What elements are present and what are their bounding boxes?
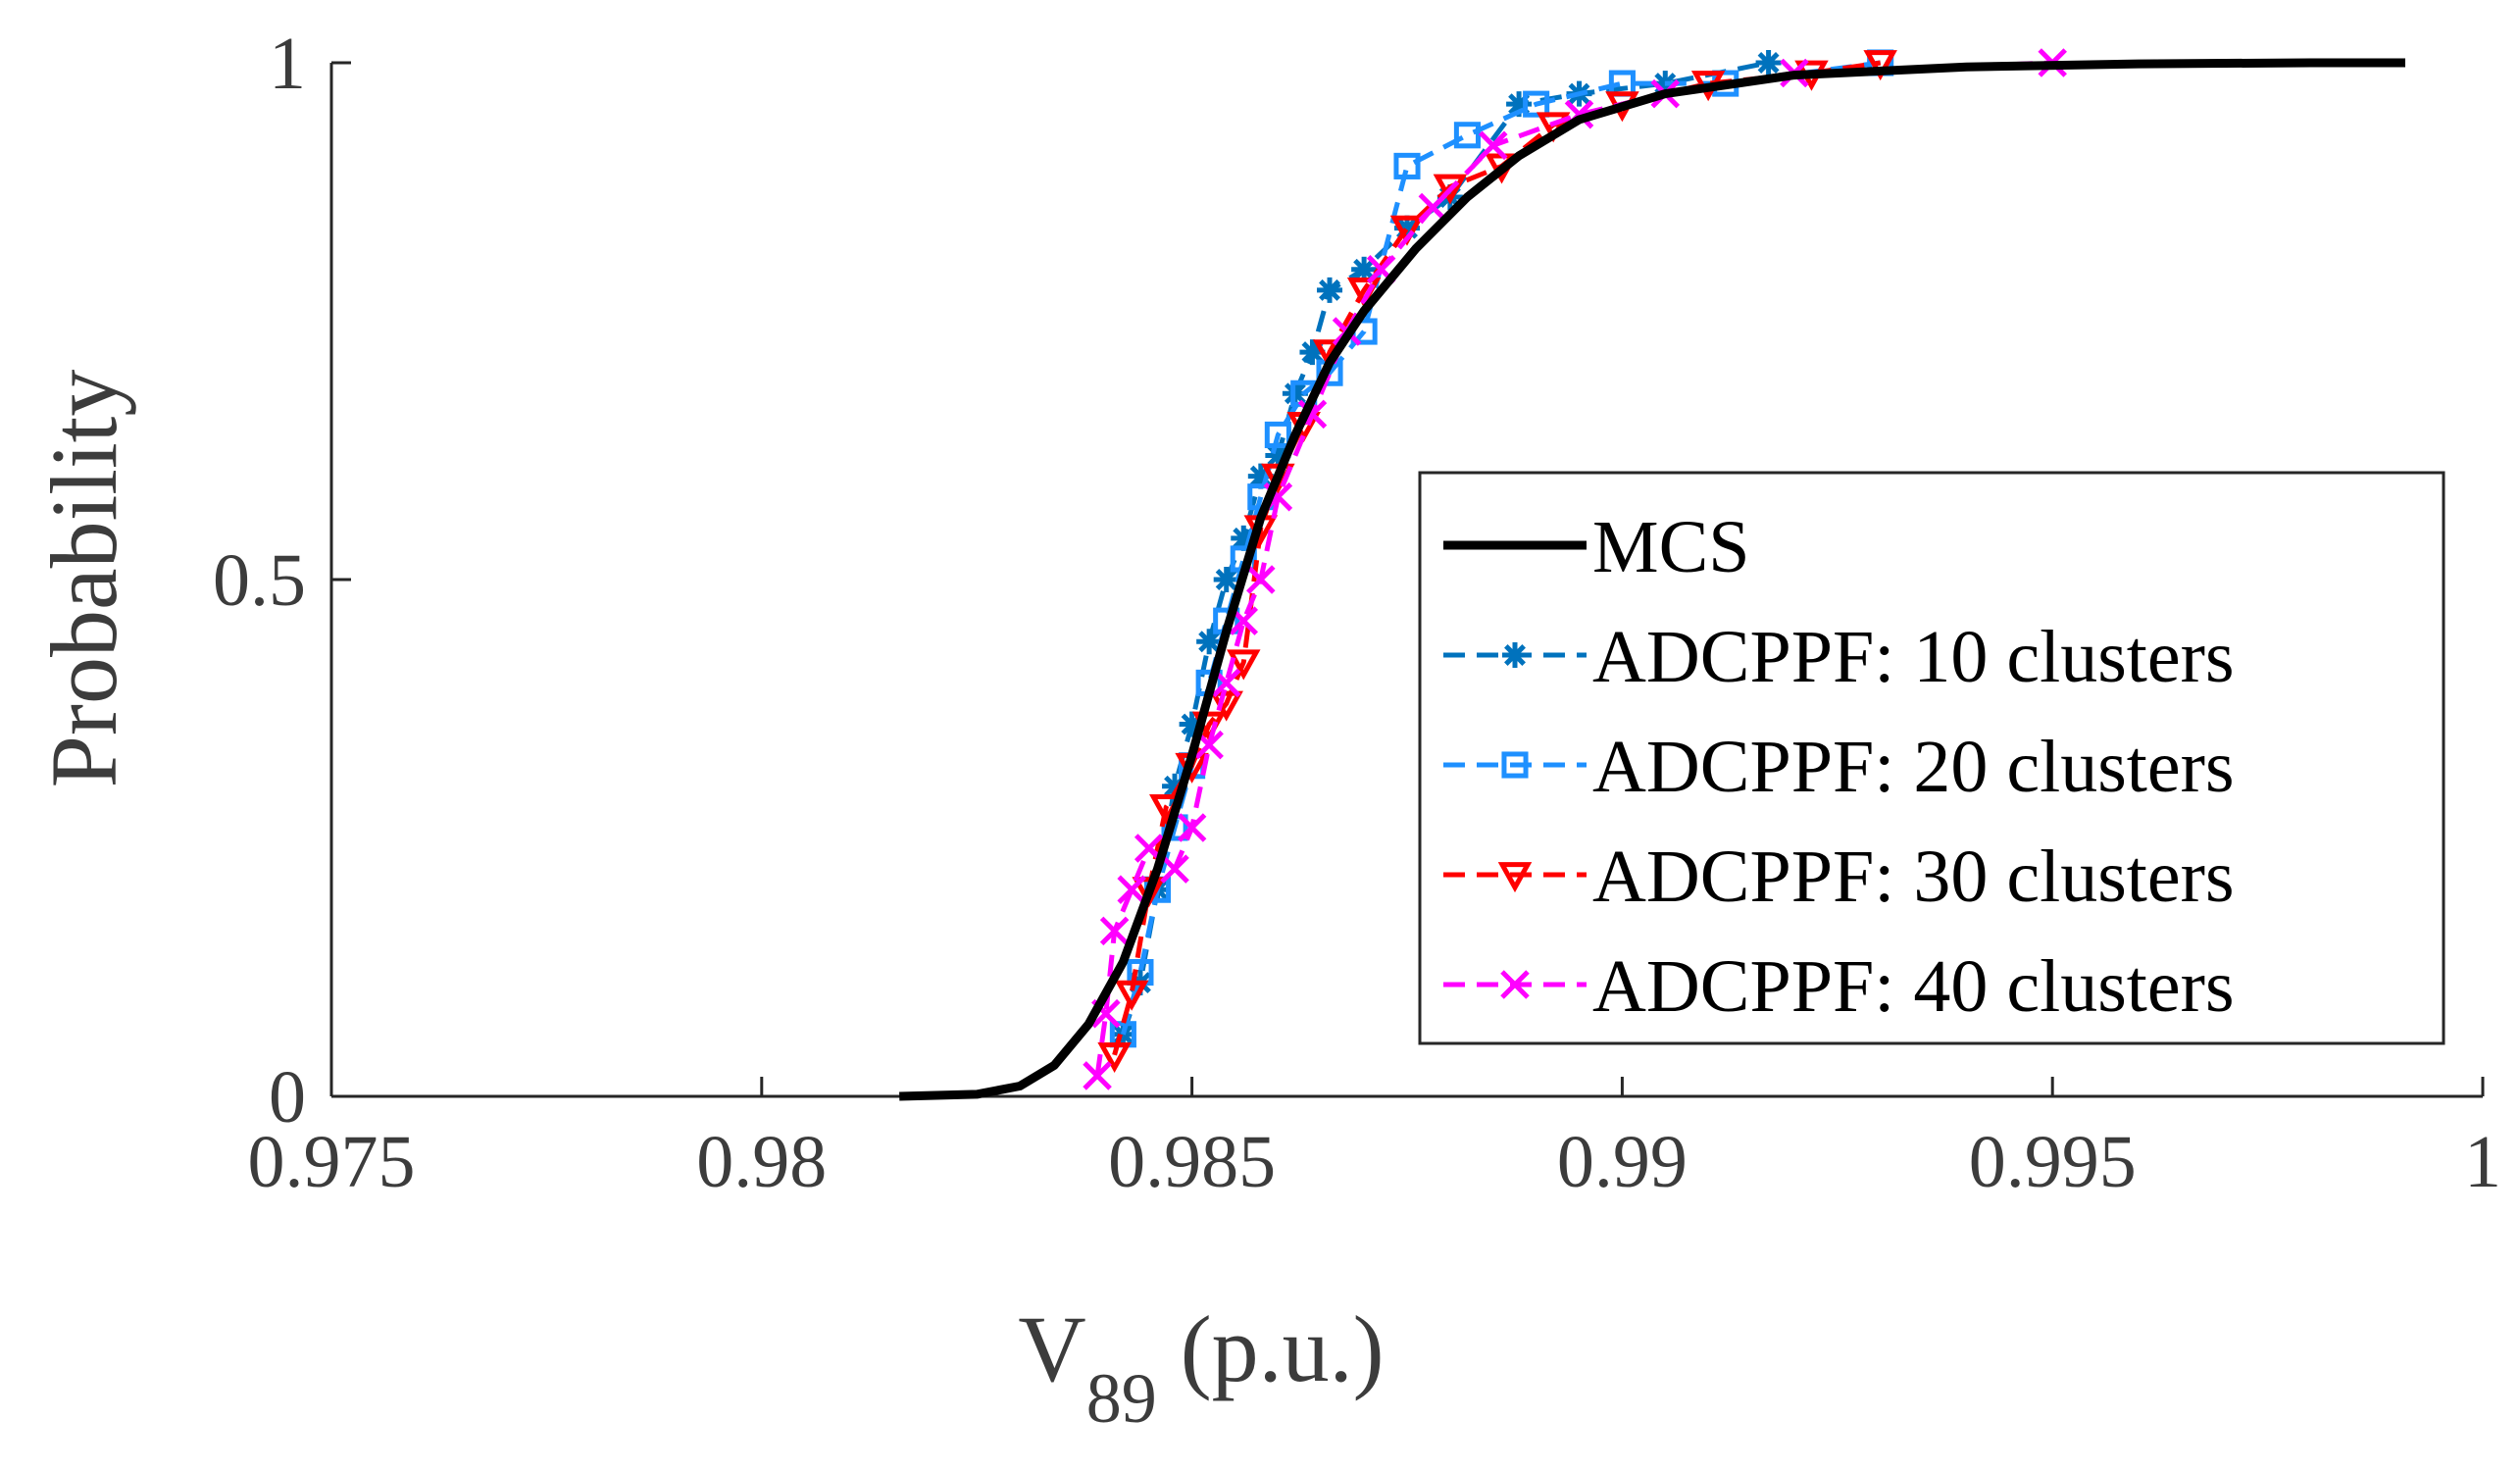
series-adcppf-40-clusters xyxy=(1083,48,2067,1090)
legend-item: ADCPPF: 30 clusters xyxy=(1443,836,2235,918)
legend: MCS ADCPPF: 10 clusters ADCPPF: 20 cluster… xyxy=(1418,471,2445,1045)
series-line xyxy=(899,58,2405,1101)
data-point xyxy=(1213,567,1239,592)
x-tick-label: 1 xyxy=(2464,1121,2501,1203)
data-point xyxy=(1500,970,1530,999)
data-point xyxy=(1196,629,1223,655)
x-axis-title-subscript: 89 xyxy=(1086,1359,1157,1438)
data-point xyxy=(1536,112,1571,143)
data-point xyxy=(1227,649,1261,681)
data-point xyxy=(1132,877,1166,908)
data-point xyxy=(1418,192,1448,223)
data-point xyxy=(1083,1061,1112,1090)
data-point xyxy=(1160,854,1189,884)
y-axis-title: Probability xyxy=(31,370,136,788)
y-tick-label: 0 xyxy=(269,1056,306,1139)
data-point xyxy=(1501,751,1529,779)
legend-box xyxy=(1418,471,2445,1045)
data-point xyxy=(1177,813,1207,842)
legend-item: ADCPPF: 40 clusters xyxy=(1443,945,2235,1028)
legend-label: ADCPPF: 40 clusters xyxy=(1592,945,2235,1028)
y-tick-label: 0.5 xyxy=(213,539,306,622)
series-line xyxy=(1120,60,1882,1036)
data-point xyxy=(1478,130,1508,161)
data-point xyxy=(1389,215,1425,246)
data-point xyxy=(1114,980,1149,1011)
x-axis-title-main: V xyxy=(1018,1296,1085,1401)
data-point xyxy=(1863,50,1897,81)
legend-item: MCS xyxy=(1443,506,1750,588)
data-point xyxy=(1264,421,1291,448)
data-point xyxy=(1097,1041,1132,1073)
x-tick-label: 0.985 xyxy=(1108,1121,1276,1203)
legend-label: ADCPPF: 10 clusters xyxy=(1592,616,2235,698)
legend-item: ADCPPF: 20 clusters xyxy=(1443,726,2235,808)
data-point xyxy=(1317,277,1343,303)
x-axis-title: V89 (p.u.) xyxy=(1018,1296,1384,1438)
legend-label: ADCPPF: 20 clusters xyxy=(1592,726,2235,808)
axes: 0.975 0.98 0.985 0.99 0.995 1 0 0.5 1 xyxy=(213,23,2501,1203)
legend-label: MCS xyxy=(1592,506,1750,588)
x-tick-label: 0.995 xyxy=(1969,1121,2137,1203)
legend-item: ADCPPF: 10 clusters xyxy=(1443,616,2235,698)
x-tick-label: 0.975 xyxy=(248,1121,416,1203)
data-point xyxy=(1117,875,1146,904)
data-point xyxy=(1523,90,1550,118)
x-axis-title-suffix: (p.u.) xyxy=(1157,1296,1385,1401)
data-point xyxy=(1433,174,1468,205)
legend-label: ADCPPF: 30 clusters xyxy=(1592,836,2235,918)
data-point xyxy=(1755,50,1782,76)
series-layer xyxy=(899,48,2405,1101)
data-point xyxy=(1453,122,1481,149)
data-point xyxy=(1497,862,1533,893)
data-point xyxy=(1393,152,1421,179)
y-tick-label: 1 xyxy=(269,23,306,105)
data-point xyxy=(1502,642,1528,668)
data-point xyxy=(1246,565,1276,594)
x-tick-label: 0.98 xyxy=(696,1121,827,1203)
series-mcs xyxy=(899,58,2405,1101)
x-tick-label: 0.99 xyxy=(1557,1121,1688,1203)
data-point xyxy=(1099,916,1130,946)
